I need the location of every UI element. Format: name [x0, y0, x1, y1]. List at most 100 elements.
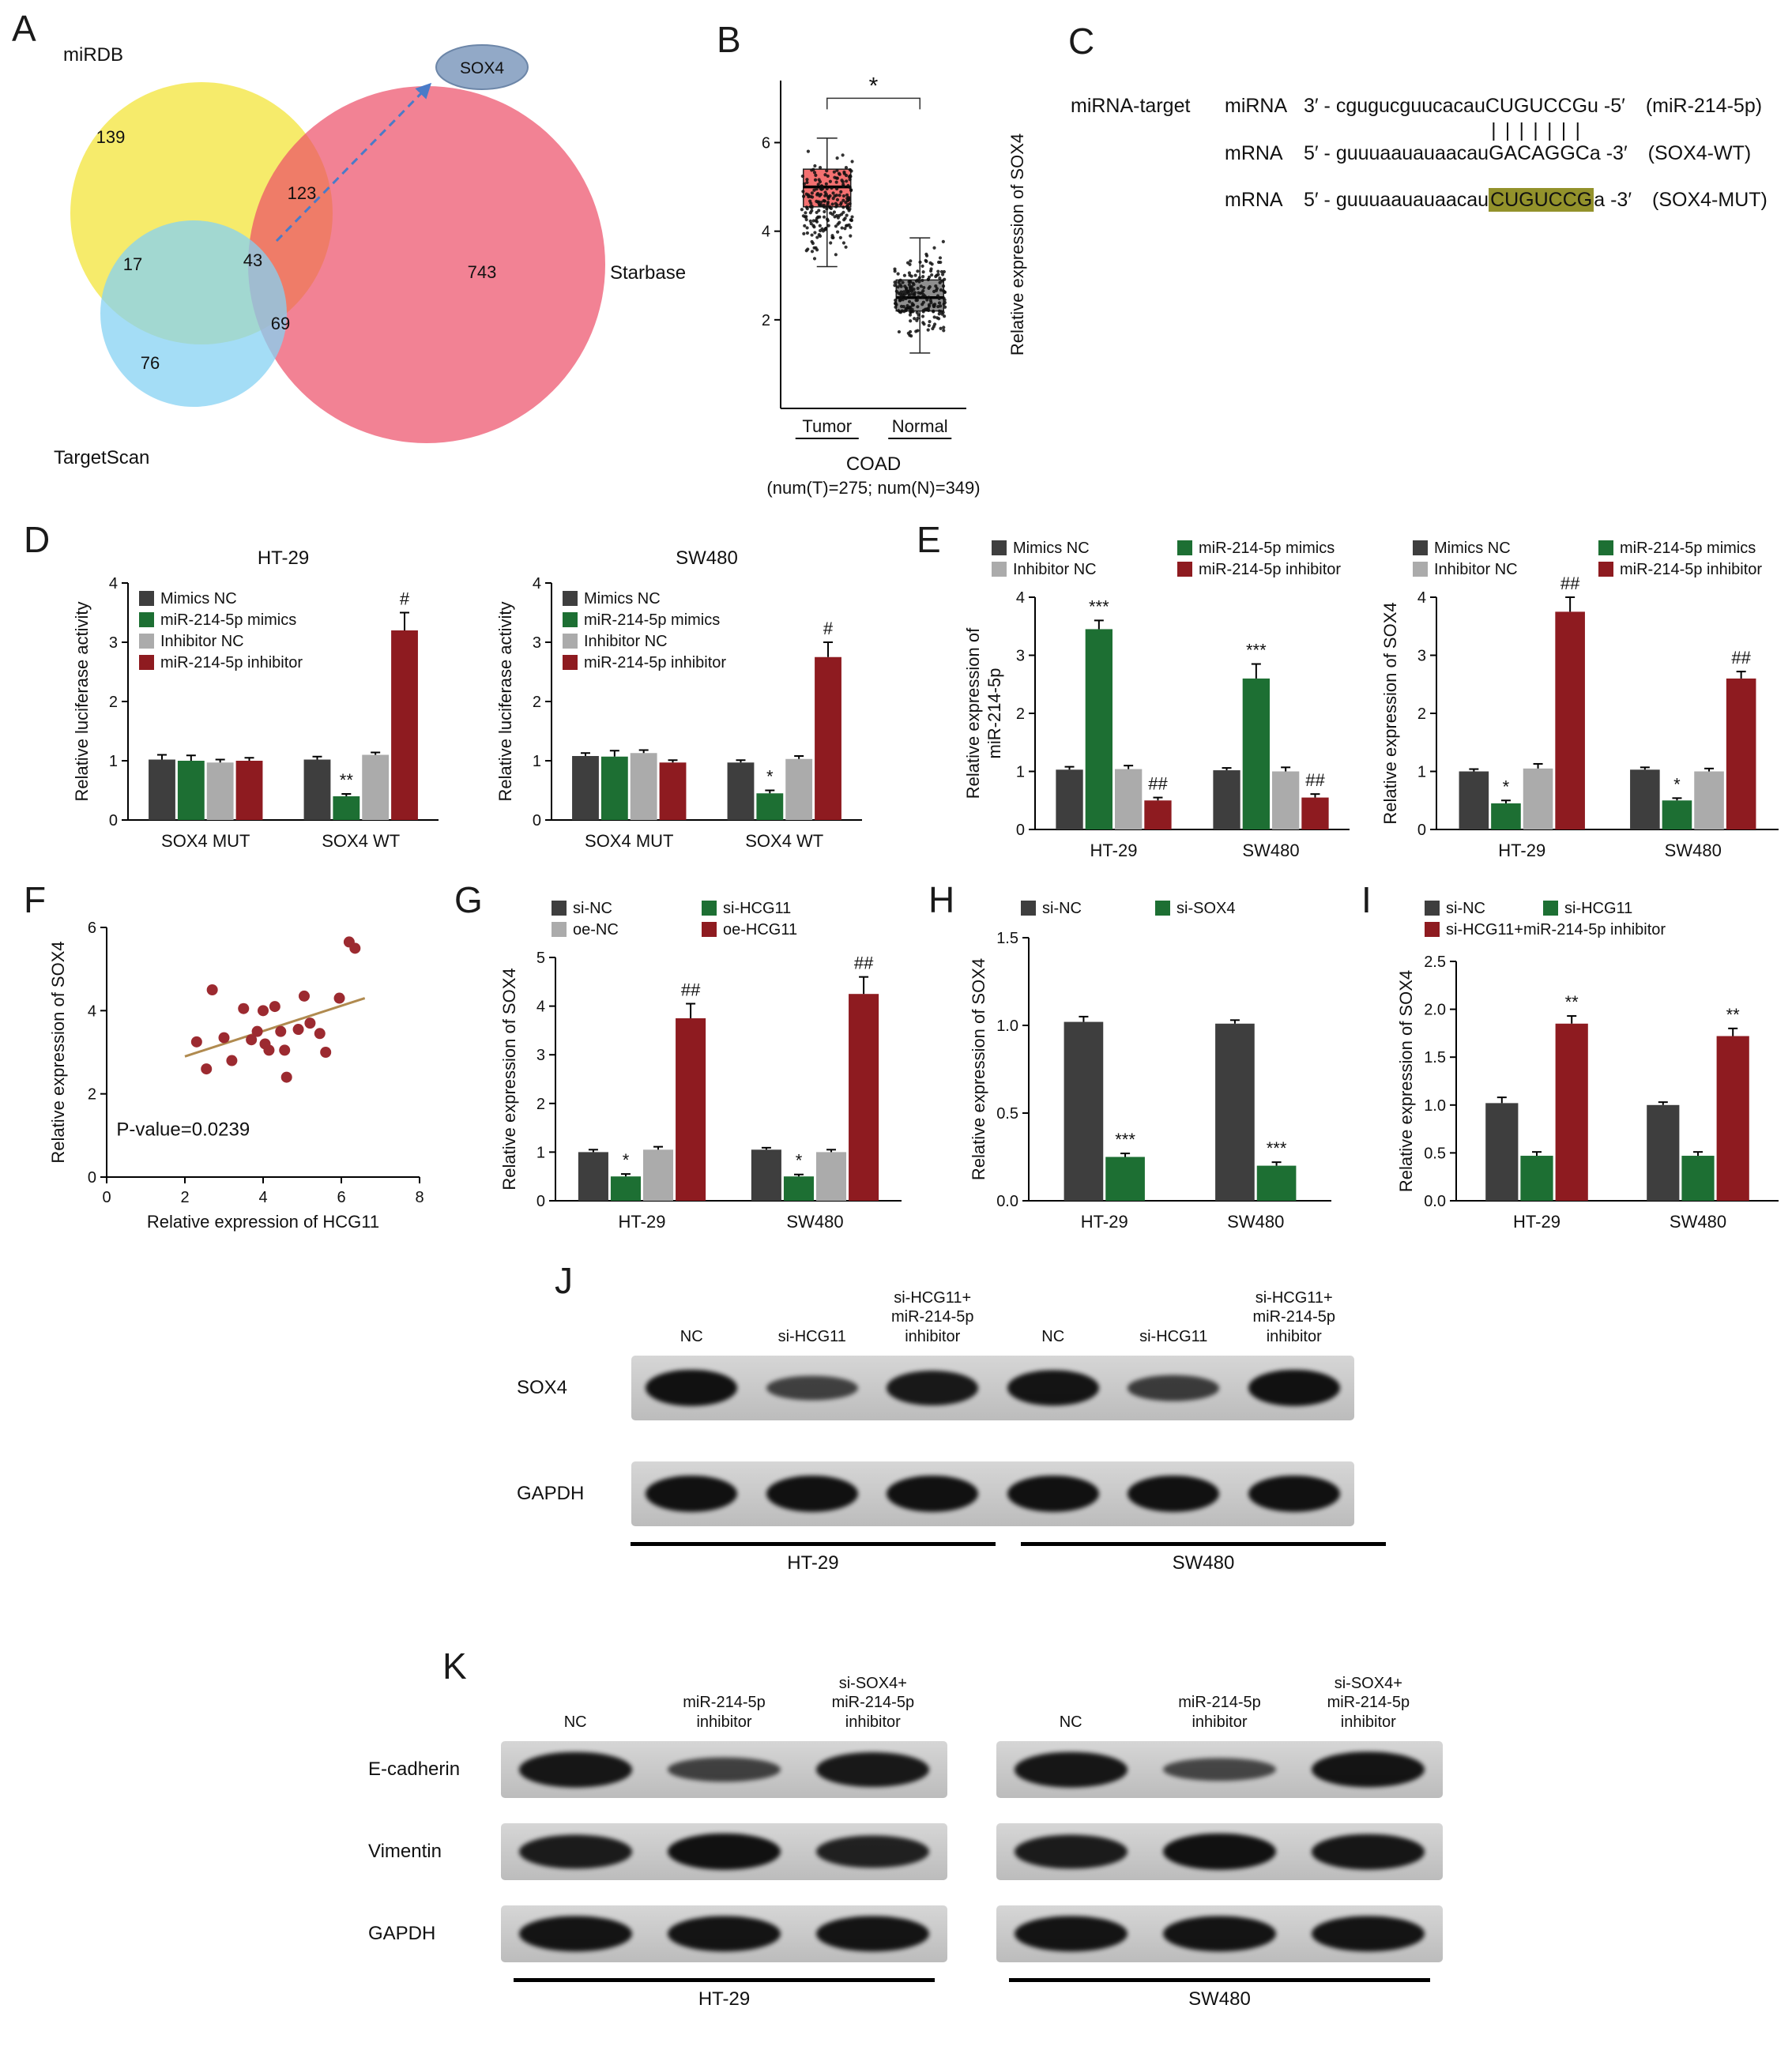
svg-text:si-HCG11+miR-214-5p inhibitor: si-HCG11+miR-214-5p inhibitor: [1446, 921, 1666, 938]
svg-text:0: 0: [102, 1189, 111, 1206]
svg-text:HT-29: HT-29: [619, 1212, 666, 1232]
panel-a-label: A: [12, 8, 36, 49]
venn-count-all-three: 43: [243, 250, 262, 270]
group-underline: [1020, 1542, 1387, 1546]
svg-text:si-NC: si-NC: [1042, 900, 1082, 917]
boxplot-sox4-tumor-normal: 2 4 6 Relative expression of SOX4 Tumor Norma…: [729, 37, 1045, 511]
blot-band: [816, 1752, 930, 1787]
panel-f-correlation: F 0 2 4 6 0 2 4 6 8 Relative expression of SOX4 Re…: [20, 879, 446, 1248]
box_sox4-svg: 2 4 6 Relative expression of SOX4 Tumor Norma…: [762, 73, 1027, 498]
svg-text:Relative expression of: Relative expression of: [963, 627, 983, 799]
bar-chart-rescue-experiment: 0.0 0.5 1.0 1.5 2.0 2.5 Relative expression of…: [1393, 894, 1788, 1240]
svg-text:SOX4 WT: SOX4 WT: [745, 831, 823, 851]
seq-prefix: 3′ -: [1304, 95, 1336, 117]
venn-count-starbase-only: 743: [468, 262, 497, 282]
blot-band: [667, 1916, 781, 1952]
svg-text:SOX4 MUT: SOX4 MUT: [585, 831, 673, 851]
svg-text:Relative expression of SOX4: Relative expression of SOX4: [1380, 602, 1400, 824]
svg-text:4: 4: [88, 1002, 96, 1020]
svg-text:2: 2: [762, 312, 770, 329]
blot-band: [816, 1835, 930, 1868]
svg-text:si-HCG11: si-HCG11: [723, 900, 791, 917]
svg-text:Relative expression of SOX4: Relative expression of SOX4: [499, 968, 519, 1190]
venn-count-mirdb-targetscan: 17: [123, 254, 142, 274]
blot-k-lane-labels-sw480: NC miR-214-5p inhibitor si-SOX4+ miR-214-5…: [996, 1656, 1443, 1736]
blot-strip-gapdh-ht29: [501, 1905, 947, 1962]
seq-suffix: -3′: [1600, 142, 1628, 164]
panel-g-hcg11-sox4: G 0 1 2 3 4 5 Relative expression of SOX4 HT-29…: [450, 879, 920, 1248]
bar-chart-mir214-expression: 0 1 2 3 4 Relative expression of miR-214-5p HT-…: [960, 534, 1359, 869]
svg-text:oe-HCG11: oe-HCG11: [723, 921, 797, 938]
svg-text:4: 4: [762, 224, 770, 241]
svg-text:**: **: [1726, 1005, 1741, 1025]
seq-lower: cgugucguucacau: [1335, 95, 1485, 117]
seq-lower: guuuaauauaacau: [1335, 189, 1489, 211]
svg-text:3: 3: [109, 634, 118, 652]
svg-text:3: 3: [536, 1047, 545, 1064]
mrna-type-label: mRNA: [1225, 142, 1283, 164]
svg-text:***: ***: [1246, 641, 1267, 660]
svg-text:2: 2: [533, 694, 541, 711]
svg-text:1: 1: [533, 753, 541, 770]
venn-count-targetscan-only: 76: [141, 353, 160, 373]
svg-text:1.5: 1.5: [996, 930, 1018, 947]
svg-text:4: 4: [1016, 589, 1025, 607]
blot-band: [646, 1369, 738, 1407]
blot-k-lane-labels-ht29: NC miR-214-5p inhibitor si-SOX4+ miR-214-5…: [501, 1656, 947, 1736]
svg-text:2.0: 2.0: [1424, 1002, 1446, 1019]
svg-text:Relative expression of SOX4: Relative expression of SOX4: [1396, 970, 1416, 1192]
svg-text:0: 0: [533, 812, 541, 829]
svg-text:3: 3: [533, 634, 541, 652]
panel-d-luciferase: D 0 1 2 3 4 Relative luciferase activity HT-29…: [20, 519, 909, 880]
svg-text:*: *: [869, 73, 879, 99]
seq-suffix: -5′: [1598, 95, 1625, 117]
svg-text:Mimics NC: Mimics NC: [584, 590, 661, 607]
bar-chart-hcg11-modulation: 0 1 2 3 4 5 Relative expression of SOX4 HT-29 * #…: [496, 894, 911, 1240]
svg-text:6: 6: [762, 135, 770, 152]
e_mir-svg: 0 1 2 3 4 Relative expression of miR-214-5p HT-…: [963, 540, 1350, 860]
mirna-row: miRNA-target miRNA 3′ - cgugucguucacauCU…: [1071, 95, 1786, 118]
e_sox4-svg: 0 1 2 3 4 Relative expression of SOX4 HT-29 * ##…: [1380, 540, 1779, 860]
svg-text:SW480: SW480: [1242, 841, 1299, 860]
venn-count-targetscan-starbase: 69: [271, 314, 290, 333]
svg-text:Inhibitor NC: Inhibitor NC: [1013, 561, 1097, 578]
panel-a-venn: A miRDB Starbase TargetScan 139 123 17 4…: [8, 4, 719, 521]
svg-text:SW480: SW480: [1665, 841, 1722, 860]
svg-text:##: ##: [1148, 774, 1168, 794]
svg-text:Normal: Normal: [892, 416, 948, 436]
panel-j-label: J: [555, 1260, 573, 1301]
svg-text:oe-NC: oe-NC: [573, 921, 619, 938]
svg-text:miR-214-5p mimics: miR-214-5p mimics: [1199, 540, 1335, 557]
svg-text:HT-29: HT-29: [1090, 841, 1138, 860]
svg-text:Relative expression of SOX4: Relative expression of SOX4: [969, 958, 988, 1180]
venn-label-starbase: Starbase: [610, 262, 686, 284]
blot-row-label-vimentin: Vimentin: [368, 1841, 442, 1862]
svg-text:0: 0: [1016, 822, 1025, 839]
blot-band: [1162, 1916, 1277, 1952]
blot-lane-label: si-SOX4+ miR-214-5p inhibitor: [831, 1674, 915, 1731]
blot-row-label-gapdh: GAPDH: [517, 1483, 585, 1504]
svg-text:miR-214-5p inhibitor: miR-214-5p inhibitor: [160, 654, 303, 671]
blot-band: [667, 1833, 781, 1871]
blot-band: [1162, 1833, 1277, 1871]
svg-text:2: 2: [180, 1189, 189, 1206]
svg-text:2: 2: [88, 1086, 96, 1104]
seq-prefix: 5′ -: [1304, 142, 1336, 164]
blot-band: [667, 1757, 781, 1782]
i_sox4-svg: 0.0 0.5 1.0 1.5 2.0 2.5 Relative expression of…: [1396, 900, 1779, 1232]
svg-text:***: ***: [1115, 1130, 1135, 1149]
blot-band: [887, 1475, 979, 1513]
cell-line-label: SW480: [1188, 1988, 1251, 2010]
svg-text:*: *: [623, 1150, 630, 1170]
svg-text:*: *: [1503, 777, 1510, 796]
svg-text:si-NC: si-NC: [1446, 900, 1485, 917]
svg-text:miR-214-5p inhibitor: miR-214-5p inhibitor: [1620, 561, 1762, 578]
blot-lane-label: miR-214-5p inhibitor: [683, 1694, 766, 1731]
mutated-site-highlight: CUGUCCG: [1489, 188, 1594, 212]
cell-line-group-ht29: HT-29: [501, 1978, 947, 2010]
svg-text:Relative luciferase activity: Relative luciferase activity: [72, 601, 92, 801]
svg-text:0: 0: [109, 812, 118, 829]
blot-band: [1312, 1916, 1425, 1952]
svg-text:si-HCG11: si-HCG11: [1564, 900, 1632, 917]
svg-text:5: 5: [536, 950, 545, 967]
